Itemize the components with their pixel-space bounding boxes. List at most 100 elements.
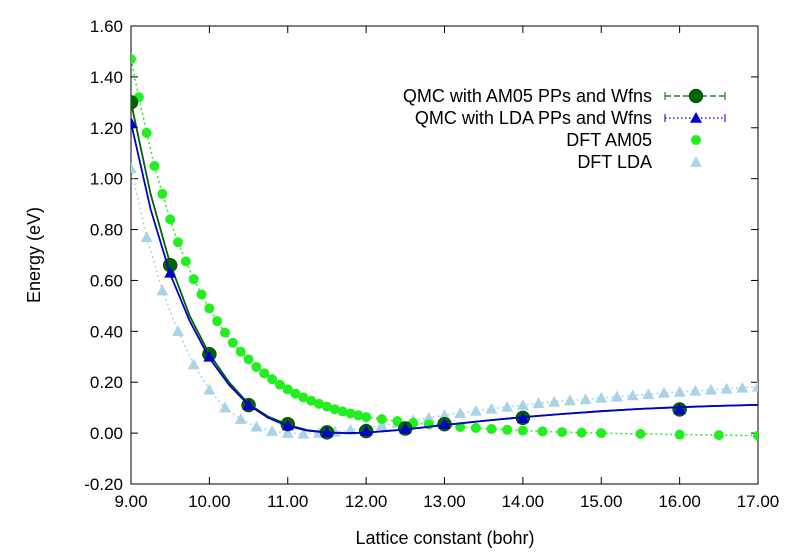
data-point — [689, 384, 702, 396]
legend-label: DFT LDA — [577, 152, 652, 172]
x-axis-ticks: 9.00 10.00 11.00 12.00 13.00 14.00 15.00 16.00 1… — [114, 26, 779, 511]
y-tick-label: 1.00 — [90, 170, 123, 189]
data-point — [501, 400, 514, 412]
data-point — [203, 383, 216, 395]
x-tick-label: 9.00 — [114, 492, 147, 511]
data-point — [438, 409, 451, 421]
data-point — [306, 395, 317, 406]
data-point — [532, 397, 545, 409]
y-tick-label: 1.20 — [90, 119, 123, 138]
data-point — [235, 346, 246, 357]
y-tick-label: 0.80 — [90, 221, 123, 240]
data-point — [673, 385, 686, 397]
legend-marker — [690, 156, 702, 167]
data-point — [596, 428, 607, 439]
data-point — [220, 327, 231, 338]
data-point — [713, 430, 724, 441]
series-dft-lda — [131, 162, 758, 439]
data-point — [720, 382, 733, 394]
series-qmc-with-lda-pps-and-wfns — [131, 116, 758, 438]
data-point — [243, 354, 254, 365]
x-tick-label: 11.00 — [267, 492, 308, 511]
y-tick-label: 0.00 — [90, 424, 123, 443]
data-point — [250, 420, 263, 432]
data-point — [361, 412, 372, 423]
data-point — [259, 368, 270, 379]
data-point — [548, 395, 561, 407]
x-tick-label: 16.00 — [658, 492, 701, 511]
data-point — [203, 350, 216, 362]
data-point — [345, 408, 356, 419]
y-tick-label: 1.40 — [90, 68, 123, 87]
data-point — [156, 284, 169, 296]
data-point — [227, 337, 238, 348]
data-point — [141, 127, 152, 138]
series-dft-am05 — [131, 54, 758, 441]
legend-label: QMC with AM05 PPs and Wfns — [403, 86, 652, 106]
data-point — [196, 289, 207, 300]
data-point — [267, 374, 278, 385]
data-point — [180, 256, 191, 267]
data-point — [360, 425, 373, 436]
y-tick-label: 0.40 — [90, 322, 123, 341]
data-point — [172, 325, 185, 337]
data-point — [753, 430, 758, 441]
data-point — [635, 428, 646, 439]
data-point — [337, 406, 348, 417]
data-point — [469, 404, 482, 416]
fit-curve — [131, 102, 758, 435]
legend-marker — [691, 135, 701, 145]
x-tick-label: 15.00 — [580, 492, 623, 511]
data-point — [454, 407, 467, 419]
data-point — [557, 427, 568, 438]
data-point — [242, 399, 255, 410]
data-point — [516, 412, 529, 424]
data-point — [576, 427, 587, 438]
y-tick-label: 0.20 — [90, 373, 123, 392]
data-point — [353, 410, 364, 421]
data-point — [674, 429, 685, 440]
y-tick-label: 1.60 — [90, 17, 123, 36]
y-tick-label: -0.20 — [84, 475, 123, 494]
data-point — [290, 388, 301, 399]
data-point — [188, 274, 199, 285]
data-point — [297, 427, 310, 439]
data-point — [320, 426, 333, 438]
x-tick-label: 13.00 — [423, 492, 466, 511]
data-point — [298, 392, 309, 403]
data-point — [131, 95, 139, 110]
data-point — [165, 214, 176, 225]
data-point — [234, 413, 247, 424]
data-point — [131, 116, 137, 128]
data-point — [752, 380, 758, 392]
data-point — [399, 422, 412, 434]
x-tick-label: 14.00 — [502, 492, 545, 511]
legend-marker — [690, 112, 702, 123]
data-point — [187, 358, 200, 370]
data-point — [516, 399, 529, 410]
data-point — [281, 419, 294, 431]
data-point — [282, 384, 293, 395]
data-point — [329, 404, 340, 415]
data-point — [157, 188, 168, 199]
data-point — [517, 425, 528, 436]
data-point — [704, 383, 717, 395]
data-point — [266, 425, 279, 436]
x-axis-label: Lattice constant (bohr) — [355, 528, 534, 548]
data-point — [422, 411, 435, 423]
data-point — [375, 419, 388, 431]
data-point — [140, 231, 153, 242]
series-qmc-with-am05-pps-and-wfns — [131, 95, 758, 440]
data-point — [204, 303, 215, 314]
data-point — [657, 386, 670, 398]
y-axis-label: Energy (eV) — [24, 207, 44, 303]
data-point — [736, 381, 749, 393]
data-point — [438, 418, 451, 430]
legend-label: DFT AM05 — [566, 130, 652, 150]
data-point — [642, 388, 655, 399]
data-point — [131, 54, 136, 65]
data-point — [164, 266, 177, 278]
data-point — [131, 162, 137, 174]
x-tick-label: 17.00 — [737, 492, 780, 511]
